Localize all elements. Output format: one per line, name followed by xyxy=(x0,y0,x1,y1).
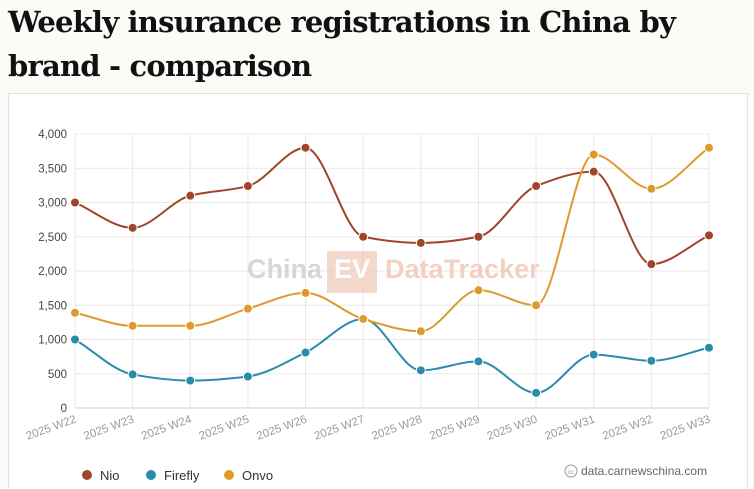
source-text: data.carnewschina.com xyxy=(581,464,707,478)
legend-label: Firefly xyxy=(164,468,200,483)
x-tick-label: 2025 W22 xyxy=(25,414,78,443)
series-firefly xyxy=(70,313,714,398)
data-point-nio[interactable] xyxy=(358,231,369,242)
data-point-firefly[interactable] xyxy=(415,365,426,376)
x-tick-label: 2025 W32 xyxy=(601,414,654,443)
data-point-onvo[interactable] xyxy=(646,183,657,194)
data-point-nio[interactable] xyxy=(473,231,484,242)
legend-label: Nio xyxy=(100,468,120,483)
data-point-firefly[interactable] xyxy=(185,375,196,386)
watermark: China EV DataTracker xyxy=(247,251,540,293)
x-tick-label: 2025 W33 xyxy=(659,414,712,443)
x-tick-label: 2025 W26 xyxy=(255,414,308,443)
data-point-firefly[interactable] xyxy=(242,371,253,382)
y-tick-label: 3,500 xyxy=(38,163,67,175)
series-layer xyxy=(70,142,714,398)
watermark-right-text: DataTracker xyxy=(385,254,540,284)
chart-card: China EV DataTracker 0 500 1,000 1,500 2,000… xyxy=(8,93,748,489)
data-point-nio[interactable] xyxy=(185,190,196,201)
y-tick-label: 3,000 xyxy=(38,198,67,210)
data-point-onvo[interactable] xyxy=(704,142,714,153)
series-line-firefly xyxy=(74,317,710,394)
data-point-firefly[interactable] xyxy=(704,342,714,353)
data-point-onvo[interactable] xyxy=(531,300,542,311)
source-credit: cc data.carnewschina.com xyxy=(564,464,707,478)
data-point-firefly[interactable] xyxy=(127,369,138,380)
series-onvo xyxy=(70,142,714,337)
legend: Nio Firefly Onvo xyxy=(82,468,273,483)
x-tick-label: 2025 W28 xyxy=(370,414,423,443)
data-point-onvo[interactable] xyxy=(127,320,138,331)
series-nio xyxy=(70,142,714,270)
legend-item-firefly[interactable]: Firefly xyxy=(146,468,200,483)
x-axis: 2025 W22 2025 W23 2025 W24 2025 W25 2025 W26… xyxy=(25,407,712,443)
y-tick-label: 500 xyxy=(48,369,67,381)
watermark-left-text: China xyxy=(247,254,323,284)
y-axis: 0 500 1,000 1,500 2,000 2,500 3,000 3,500 4,000 xyxy=(38,129,67,415)
svg-text:cc: cc xyxy=(568,469,575,476)
x-tick-label: 2025 W25 xyxy=(198,414,251,443)
y-tick-label: 2,000 xyxy=(38,266,67,278)
data-point-nio[interactable] xyxy=(588,166,599,177)
data-point-onvo[interactable] xyxy=(300,287,311,298)
cc-license-icon: cc xyxy=(564,464,578,478)
y-tick-label: 0 xyxy=(61,403,67,415)
data-point-nio[interactable] xyxy=(300,142,311,153)
data-point-firefly[interactable] xyxy=(646,355,657,366)
data-point-onvo[interactable] xyxy=(358,313,369,324)
legend-swatch xyxy=(82,470,92,480)
line-chart: China EV DataTracker 0 500 1,000 1,500 2,000… xyxy=(25,129,714,483)
legend-item-nio[interactable]: Nio xyxy=(82,468,120,483)
data-point-nio[interactable] xyxy=(531,181,542,192)
data-point-onvo[interactable] xyxy=(473,285,484,296)
y-tick-label: 2,500 xyxy=(38,232,67,244)
x-tick-label: 2025 W27 xyxy=(313,414,366,443)
data-point-onvo[interactable] xyxy=(415,326,426,337)
x-tick-label: 2025 W23 xyxy=(82,414,135,443)
data-point-onvo[interactable] xyxy=(70,307,80,318)
data-point-nio[interactable] xyxy=(242,181,253,192)
legend-item-onvo[interactable]: Onvo xyxy=(224,468,273,483)
data-point-nio[interactable] xyxy=(646,259,657,270)
data-point-firefly[interactable] xyxy=(300,347,311,358)
legend-swatch xyxy=(146,470,156,480)
y-tick-label: 1,000 xyxy=(38,335,67,347)
x-tick-label: 2025 W29 xyxy=(428,414,481,443)
data-point-firefly[interactable] xyxy=(531,387,542,398)
watermark-badge xyxy=(327,251,377,293)
series-line-onvo xyxy=(74,146,710,333)
x-tick-label: 2025 W30 xyxy=(486,414,539,443)
data-point-nio[interactable] xyxy=(127,222,138,233)
legend-label: Onvo xyxy=(242,468,273,483)
data-point-onvo[interactable] xyxy=(588,149,599,160)
data-point-nio[interactable] xyxy=(704,230,714,241)
page-title: Weekly insurance registrations in China … xyxy=(8,5,676,83)
data-point-firefly[interactable] xyxy=(588,349,599,360)
grid-layer xyxy=(74,133,710,409)
data-point-firefly[interactable] xyxy=(70,334,80,345)
data-point-firefly[interactable] xyxy=(473,356,484,367)
data-point-nio[interactable] xyxy=(70,197,80,208)
x-tick-label: 2025 W31 xyxy=(543,414,596,443)
data-point-onvo[interactable] xyxy=(185,320,196,331)
watermark-badge-text: EV xyxy=(334,254,370,284)
data-point-nio[interactable] xyxy=(415,237,426,248)
y-tick-label: 4,000 xyxy=(38,129,67,141)
data-point-onvo[interactable] xyxy=(242,303,253,314)
y-tick-label: 1,500 xyxy=(38,300,67,312)
legend-swatch xyxy=(224,470,234,480)
x-tick-label: 2025 W24 xyxy=(140,413,194,442)
